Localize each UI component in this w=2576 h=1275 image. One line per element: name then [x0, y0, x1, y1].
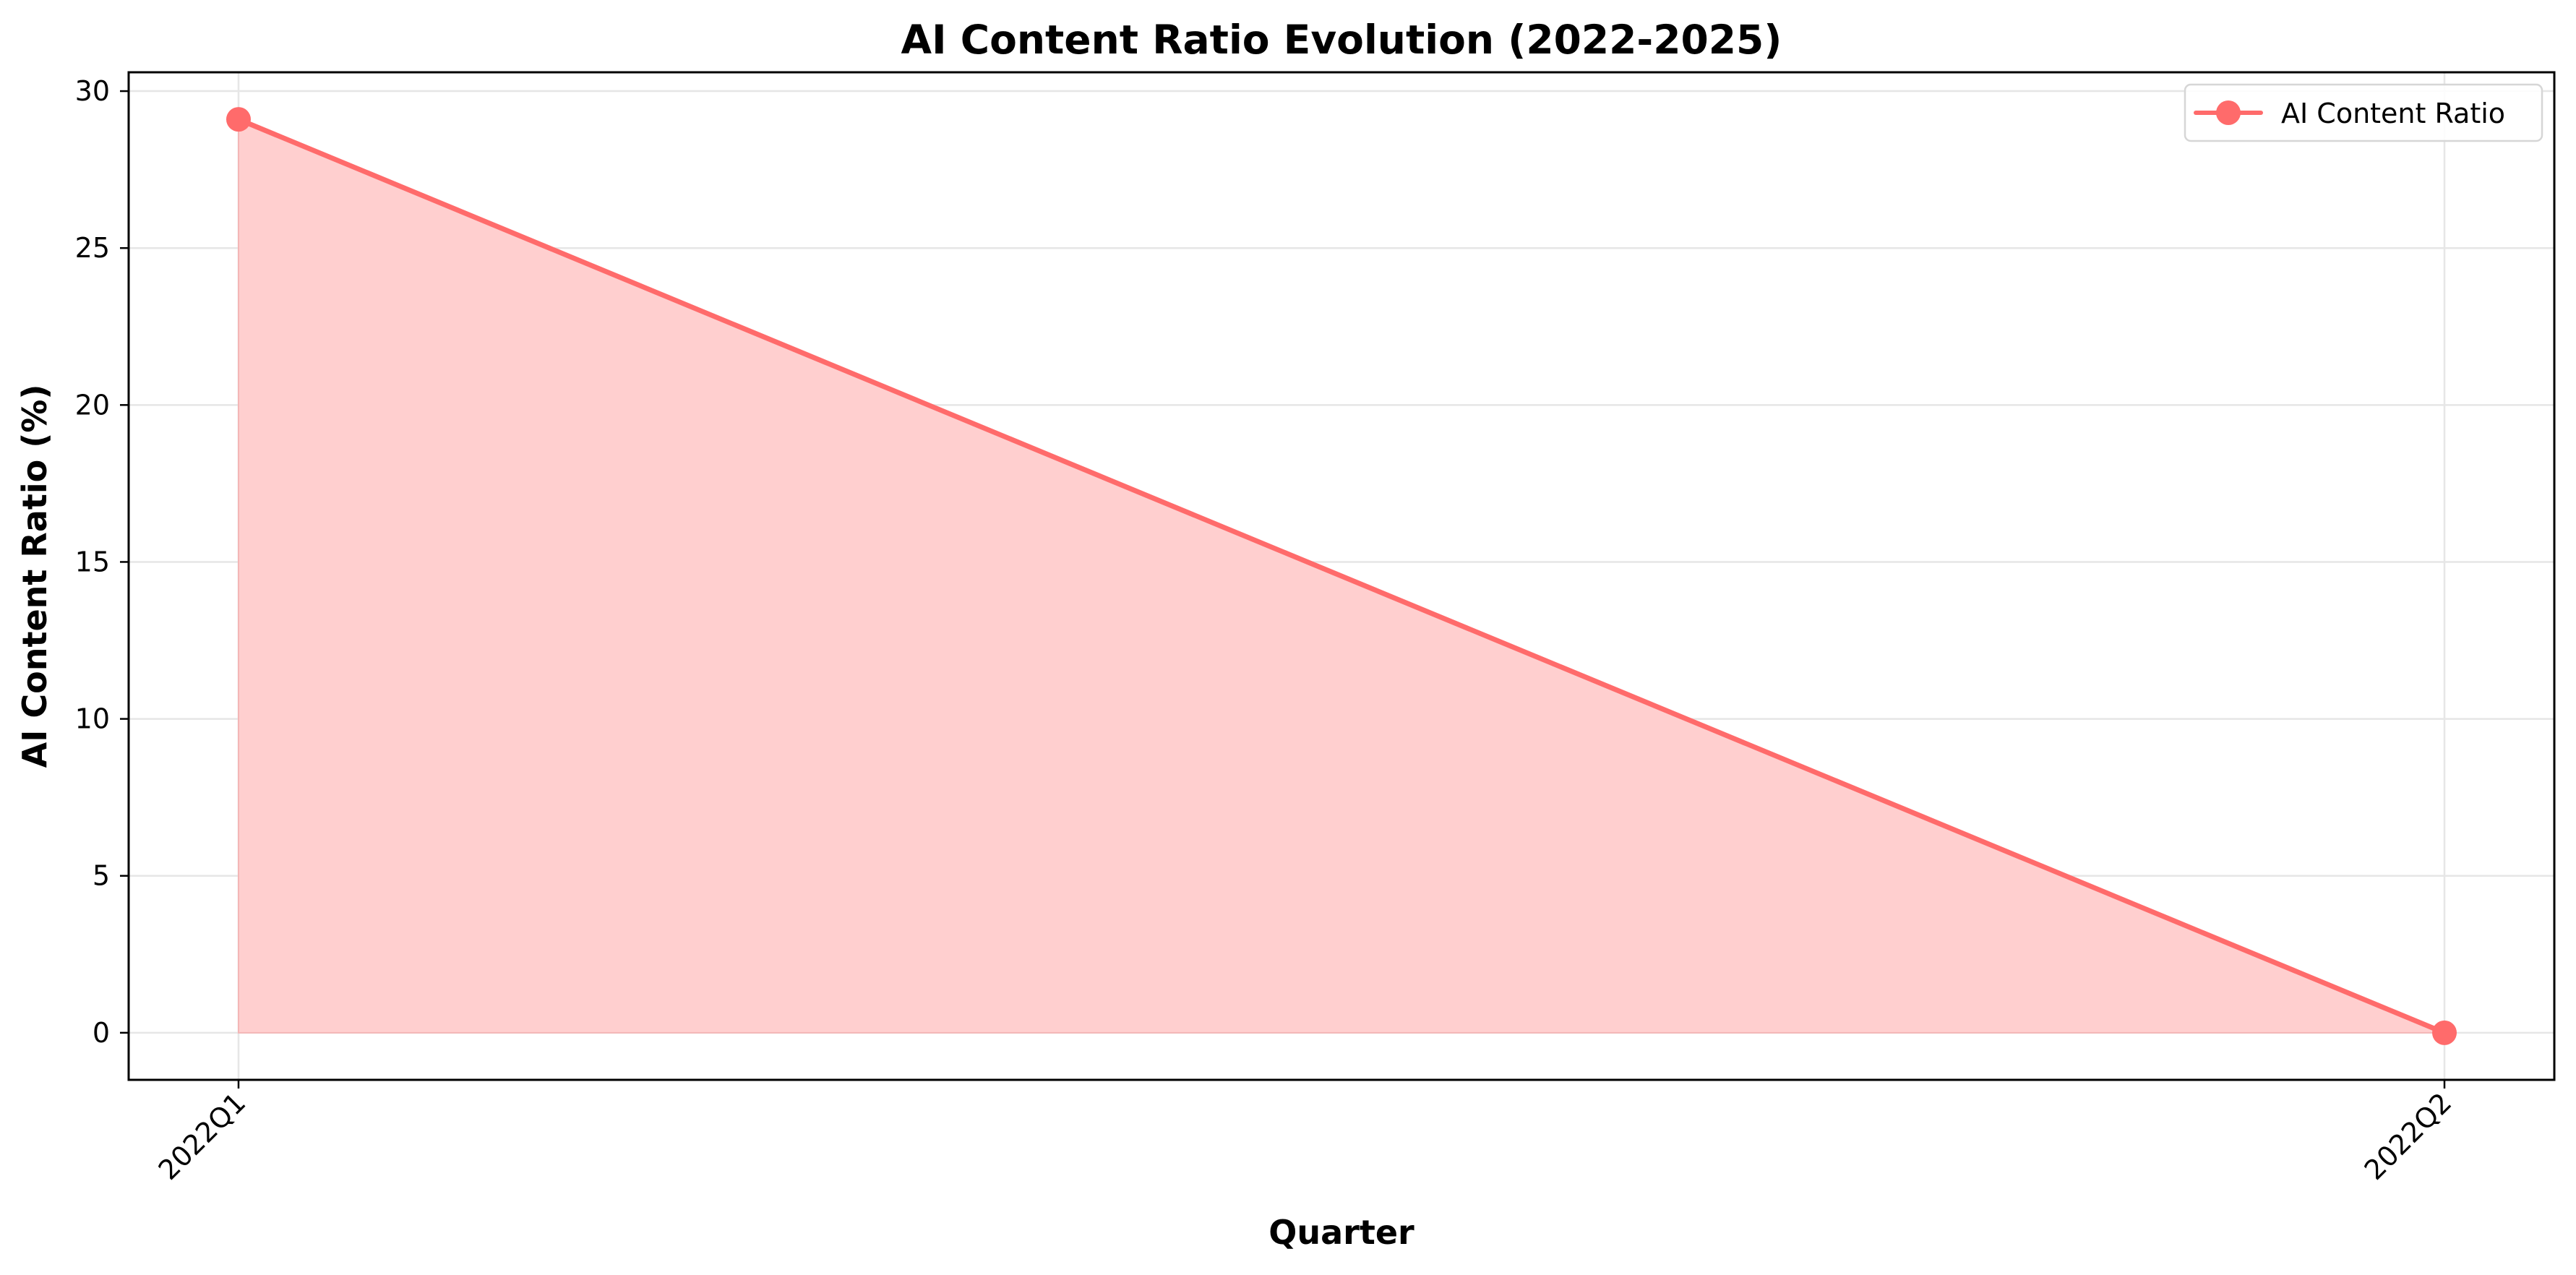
plot-area	[127, 71, 2556, 1081]
y-axis-label: AI Content Ratio (%)	[15, 385, 54, 768]
y-tick-label: 15	[75, 546, 110, 578]
y-tick-label: 10	[75, 703, 110, 735]
y-tick-label: 0	[93, 1017, 110, 1049]
y-tick-label: 5	[93, 860, 110, 892]
y-tick-label: 20	[75, 389, 110, 421]
line-layer	[236, 116, 2447, 1036]
legend-marker-swatch	[2216, 100, 2241, 125]
legend-box	[2184, 83, 2543, 142]
y-axis: 0 5 10 15 20 25 30	[75, 75, 129, 1049]
y-tick-label: 30	[75, 75, 110, 107]
series-line	[236, 116, 2447, 1036]
x-axis-label: Quarter	[1268, 1213, 1414, 1252]
legend: AI Content Ratio	[2184, 83, 2543, 142]
data-point	[226, 107, 251, 132]
data-point	[2432, 1020, 2457, 1045]
legend-label: AI Content Ratio	[2281, 98, 2505, 129]
y-tick-label: 25	[75, 232, 110, 264]
plot-frame	[127, 71, 2556, 1081]
marker-layer	[226, 107, 2457, 1045]
chart-title: AI Content Ratio Evolution (2022-2025)	[901, 17, 1782, 63]
